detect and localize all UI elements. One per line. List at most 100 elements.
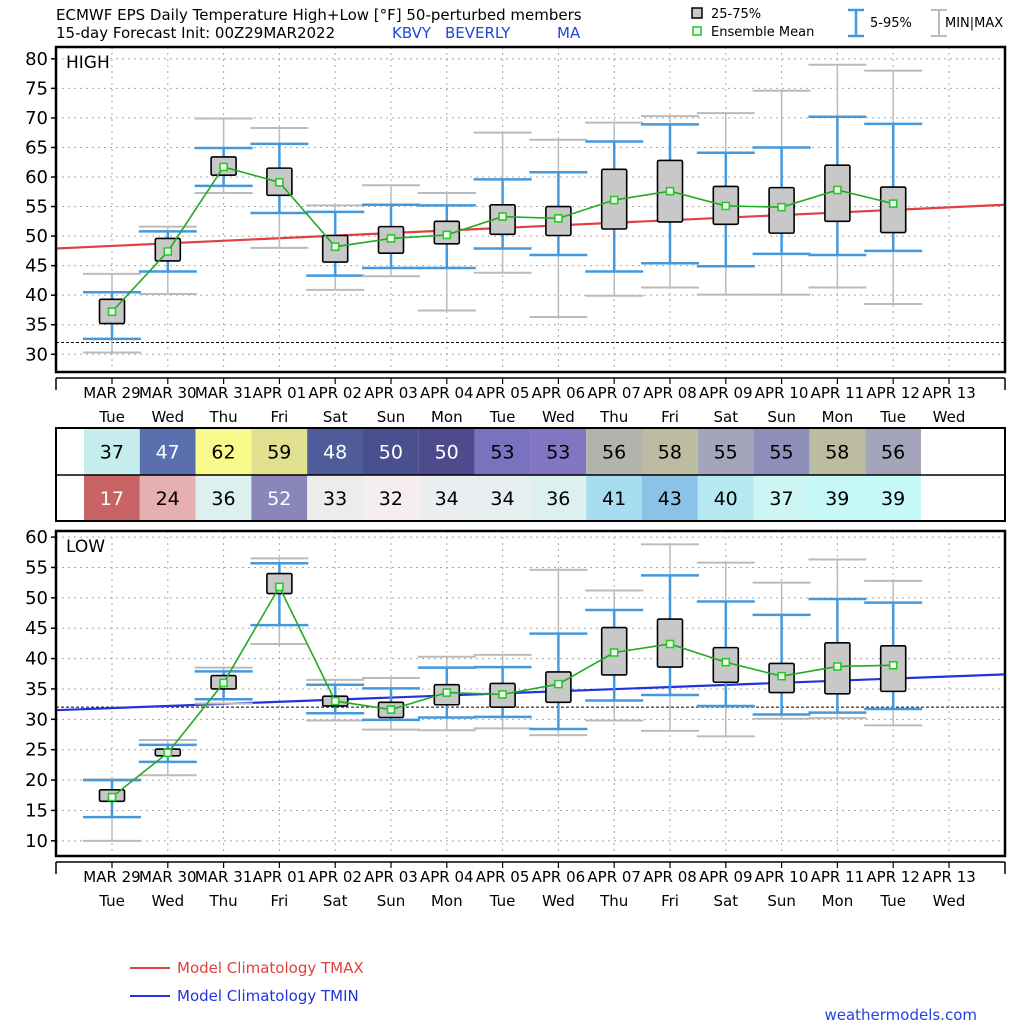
forecast-box-group — [362, 184, 420, 278]
low-mean-value: 43 — [658, 488, 682, 510]
y-tick-label: 30 — [25, 344, 48, 365]
y-tick-label: 35 — [25, 315, 48, 336]
plot-frame — [54, 529, 1007, 858]
legend-box-label: 25-75% — [711, 7, 761, 22]
ensemble-mean-marker — [498, 212, 507, 221]
high-mean-value: 53 — [490, 442, 514, 464]
x-day-label: Mon — [431, 892, 463, 910]
ensemble-mean-marker — [498, 690, 507, 699]
panel-label: LOW — [66, 537, 105, 557]
x-day-label: Tue — [879, 892, 906, 910]
x-day-label: Sat — [713, 892, 738, 910]
x-date-label: APR 02 — [308, 868, 362, 886]
high-mean-cell — [84, 428, 140, 475]
low-mean-value: 17 — [100, 488, 124, 510]
ensemble-mean-marker — [163, 247, 173, 256]
x-day-label: Mon — [822, 408, 854, 426]
y-tick-label: 60 — [25, 527, 48, 548]
ensemble-mean-marker — [833, 185, 842, 195]
ensemble-mean-marker — [107, 307, 117, 317]
high-mean-value: 48 — [323, 442, 347, 464]
means-table: 37 47 62 59 48 50 50 53 53 56 58 55 55 58 56 17 24 36 52 33… — [55, 427, 1006, 522]
ensemble-mean-marker — [219, 678, 228, 688]
ensemble-mean-marker — [554, 214, 563, 223]
ensemble-mean-marker — [609, 195, 619, 205]
x-date-label: APR 01 — [253, 384, 307, 402]
x-day-label: Fri — [270, 892, 288, 910]
x-day-label: Wed — [933, 892, 966, 910]
x-date-label: APR 07 — [587, 384, 641, 402]
y-tick-label: 35 — [25, 679, 48, 700]
forecast-box-group — [306, 678, 365, 722]
legend-box-swatch — [691, 7, 703, 19]
high-mean-value: 37 — [100, 442, 124, 464]
low-mean-value: 24 — [156, 488, 180, 510]
low-mean-value: 32 — [379, 488, 403, 510]
y-tick-label: 55 — [25, 197, 48, 218]
ensemble-mean-marker — [386, 234, 396, 243]
high-mean-value: 58 — [658, 442, 682, 464]
high-mean-cell — [139, 428, 196, 475]
ensemble-mean-marker — [721, 201, 731, 211]
x-day-label: Sun — [767, 408, 796, 426]
ensemble-mean-marker — [107, 792, 117, 802]
ensemble-mean-marker — [554, 679, 563, 689]
ensemble-mean-marker — [609, 648, 619, 657]
ensemble-mean-marker — [275, 582, 284, 592]
low-mean-cell — [642, 475, 698, 521]
x-day-label: Tue — [98, 408, 125, 426]
high-mean-value: 55 — [714, 442, 738, 464]
low-mean-cell — [809, 475, 866, 521]
high-mean-value: 62 — [211, 442, 235, 464]
x-date-label: APR 06 — [532, 868, 586, 886]
y-tick-label: 70 — [25, 108, 48, 129]
low-mean-cell — [586, 475, 642, 521]
ensemble-mean-marker — [888, 660, 898, 670]
ensemble-mean-marker — [330, 242, 340, 252]
plot-area — [56, 531, 1005, 856]
forecast-box-group — [138, 738, 197, 777]
y-tick-label: 25 — [25, 740, 48, 761]
y-tick-label: 40 — [25, 649, 48, 670]
y-tick-label: 20 — [25, 770, 48, 791]
y-tick-label: 10 — [25, 831, 48, 852]
y-tick-label: 80 — [25, 49, 48, 70]
y-tick-label: 15 — [25, 800, 48, 821]
y-tick-label: 45 — [25, 256, 48, 277]
low-mean-cell — [363, 475, 419, 521]
ensemble-mean-marker — [665, 639, 675, 649]
x-date-label: APR 06 — [532, 384, 586, 402]
high-mean-value: 53 — [546, 442, 570, 464]
high-mean-cell — [642, 428, 698, 475]
x-day-label: Wed — [933, 408, 966, 426]
high-mean-cell — [865, 428, 921, 475]
x-day-label: Sun — [377, 408, 406, 426]
low-mean-value: 37 — [769, 488, 793, 510]
high-mean-value: 56 — [602, 442, 626, 464]
forecast-init-label: 15-day Forecast Init: 00Z29MAR2022 — [56, 24, 335, 42]
x-day-label: Tue — [98, 892, 125, 910]
x-date-label: MAR 31 — [195, 868, 252, 886]
x-day-label: Tue — [489, 892, 516, 910]
high-temperature-panel: 30 35 40 45 50 55 60 65 70 75 80 HIGH MAR 29 Tue MAR 3… — [25, 45, 1007, 426]
x-day-label: Mon — [822, 892, 854, 910]
high-mean-cell — [586, 428, 642, 475]
x-date-label: MAR 30 — [139, 868, 196, 886]
x-day-label: Fri — [661, 892, 679, 910]
ensemble-mean-marker — [888, 199, 898, 208]
legend-whisker-icon — [848, 8, 864, 38]
legend-minmax-label: MIN|MAX — [945, 16, 1003, 31]
x-day-label: Wed — [542, 408, 575, 426]
x-date-label: APR 07 — [587, 868, 641, 886]
low-mean-cell — [139, 475, 196, 521]
low-temperature-panel: 10 15 20 25 30 35 40 45 50 55 60 LOW MAR 29 Tue MAR 30… — [25, 527, 1007, 910]
low-mean-value: 34 — [490, 488, 514, 510]
legend-minmax-icon — [931, 9, 947, 37]
high-mean-cell — [195, 428, 252, 475]
ensemble-mean-marker — [442, 688, 452, 697]
y-tick-label: 30 — [25, 709, 48, 730]
low-mean-cell — [418, 475, 475, 521]
source-label: weathermodels.com — [824, 1006, 977, 1024]
high-mean-cell — [363, 428, 419, 475]
x-date-label: APR 12 — [866, 868, 920, 886]
